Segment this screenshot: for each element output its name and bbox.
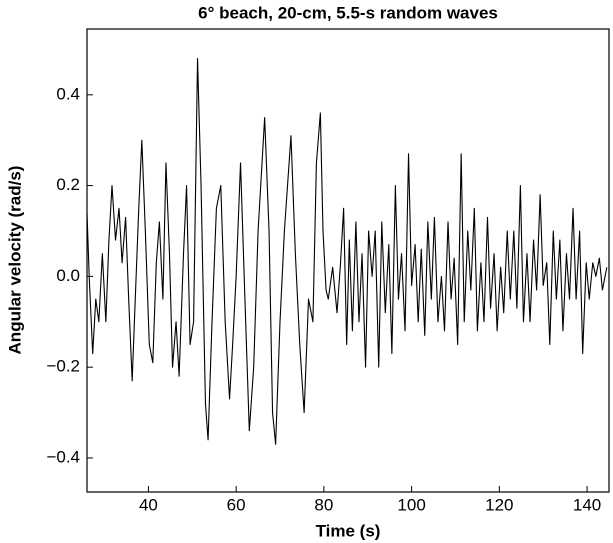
plot-frame xyxy=(86,28,610,493)
x-tick-label: 80 xyxy=(314,495,333,514)
y-tick-label: −0.4 xyxy=(46,447,80,466)
x-tick-label: 120 xyxy=(485,495,513,514)
data-line xyxy=(86,57,608,445)
x-axis-label: Time (s) xyxy=(316,521,381,540)
y-tick-label: 0.0 xyxy=(56,266,80,285)
chart-title: 6° beach, 20-cm, 5.5-s random waves xyxy=(198,3,498,22)
x-tick-label: 100 xyxy=(397,495,425,514)
y-tick-label: −0.2 xyxy=(46,357,80,376)
x-tick-label: 140 xyxy=(573,495,601,514)
y-tick-label: 0.4 xyxy=(56,84,80,103)
x-tick-label: 60 xyxy=(227,495,246,514)
y-tick-label: 0.2 xyxy=(56,175,80,194)
y-axis-label: Angular velocity (rad/s) xyxy=(5,166,24,355)
x-tick-label: 40 xyxy=(139,495,158,514)
